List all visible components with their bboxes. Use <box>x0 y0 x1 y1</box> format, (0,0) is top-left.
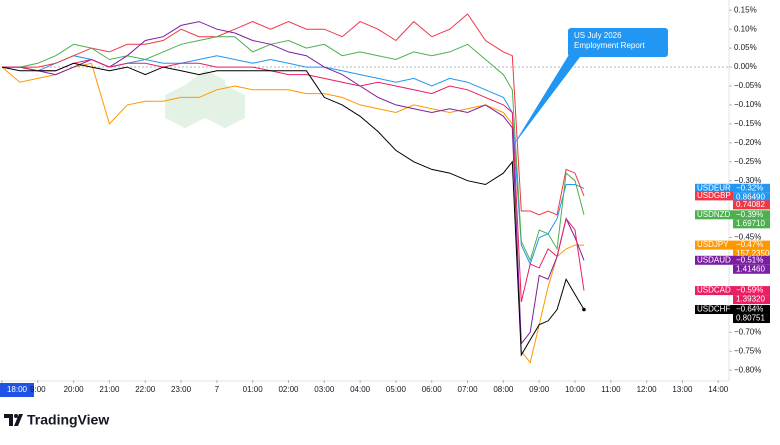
x-tick-label: 7 <box>215 385 220 394</box>
x-tick-label: 10:00 <box>565 385 586 394</box>
badge-name-bg <box>695 210 733 220</box>
x-tick-label: 06:00 <box>422 385 443 394</box>
x-tick-label: 07:00 <box>458 385 479 394</box>
series-line <box>2 58 585 303</box>
y-tick-label: −0.45% <box>734 233 761 242</box>
x-tick-label: 12:00 <box>637 385 658 394</box>
badge-name: USDCHF <box>697 305 730 314</box>
y-tick-label: 0.10% <box>734 24 757 33</box>
x-tick-label: 08:00 <box>493 385 514 394</box>
series-line <box>1 62 584 364</box>
badge-change-bg <box>733 240 770 250</box>
badge-name-bg <box>695 191 733 201</box>
badge-price: 1.41460 <box>736 264 765 273</box>
logo: TradingView <box>4 412 109 428</box>
badge-name-bg <box>695 255 733 265</box>
annotation-text: US July 2026 <box>574 31 622 40</box>
x-tick-label: 23:00 <box>171 385 192 394</box>
series-line <box>1 62 585 357</box>
y-tick-label: 0.15% <box>734 5 757 14</box>
series-line <box>2 36 585 262</box>
y-tick-label: 0.05% <box>734 43 757 52</box>
y-tick-label: −0.20% <box>734 138 761 147</box>
badge-price-bg <box>733 314 770 324</box>
x-tick-label: 13:00 <box>672 385 693 394</box>
last-point <box>582 307 586 312</box>
badge-change-bg <box>733 305 770 315</box>
annotation-pointer <box>512 53 580 147</box>
x-tick-label: 09:00 <box>529 385 550 394</box>
logo-text: TradingView <box>27 412 109 428</box>
y-tick-label: −0.15% <box>734 119 761 128</box>
badge-change-bg <box>733 255 770 265</box>
x-tick-label: 14:00 <box>708 385 729 394</box>
badge-change-bg <box>733 286 770 296</box>
badge-price-bg <box>733 295 770 305</box>
badge-price-bg <box>733 264 770 274</box>
badge-price-bg <box>733 192 770 202</box>
y-tick-label: −0.10% <box>734 100 761 109</box>
badge-price: 1.39320 <box>736 295 765 304</box>
annotation-box <box>568 28 668 57</box>
badge-change: −0.59% <box>736 286 763 295</box>
x-tick-highlight <box>0 383 34 397</box>
y-tick-label: −0.80% <box>734 365 761 374</box>
x-tick-label: 20:00 <box>64 385 85 394</box>
x-tick-label: 18:00 <box>7 385 28 394</box>
x-tick-label: 01:00 <box>243 385 264 394</box>
x-tick-label: 21:00 <box>99 385 120 394</box>
badge-name-bg <box>695 240 733 250</box>
badge-name: USDAUD <box>697 255 731 264</box>
badge-change: −0.32% <box>736 183 763 192</box>
y-tick-label: −0.70% <box>734 327 761 336</box>
badge-name: USDCAD <box>697 286 731 295</box>
series-line <box>2 21 585 345</box>
badge-change: −0.51% <box>736 255 763 264</box>
badge-price-bg <box>733 200 770 210</box>
x-tick-label: 04:00 <box>350 385 371 394</box>
x-tick-label: 9:00 <box>30 385 46 394</box>
badge-price: 0.80751 <box>736 314 765 323</box>
badge-price-bg <box>733 249 770 259</box>
badge-price: 0.86490 <box>736 192 765 201</box>
badge-change-bg <box>733 210 770 220</box>
y-tick-label: −0.30% <box>734 176 761 185</box>
badge-name: USDNZD <box>697 210 731 219</box>
badge-name-bg <box>695 305 733 315</box>
badge-name: USDEUR <box>697 183 731 192</box>
y-tick-label: −0.75% <box>734 346 761 355</box>
badge-price: 0.74082 <box>736 200 765 209</box>
x-tick-label: 03:00 <box>314 385 335 394</box>
x-tick-label: 11:00 <box>601 385 621 394</box>
y-tick-label: 0.00% <box>734 62 757 71</box>
badge-name: USDGBP <box>697 191 731 200</box>
badge-price: 157.23500 <box>736 249 774 258</box>
badge-change: −0.64% <box>736 305 763 314</box>
badge-name-bg <box>695 286 733 296</box>
badge-name: USDJPY <box>697 240 729 249</box>
x-tick-label: 05:00 <box>386 385 407 394</box>
annotation-text: Employment Report <box>574 41 645 50</box>
y-tick-label: −0.05% <box>734 81 761 90</box>
badge-price: 1.69710 <box>736 219 765 228</box>
watermark <box>165 70 245 128</box>
x-tick-label: 02:00 <box>278 385 299 394</box>
badge-change: −0.47% <box>736 240 763 249</box>
badge-name-bg <box>695 183 733 193</box>
badge-price-bg <box>733 219 770 229</box>
y-tick-label: −0.25% <box>734 157 761 166</box>
badge-change-bg <box>733 183 770 193</box>
x-tick-label: 22:00 <box>135 385 156 394</box>
badge-change: −0.39% <box>736 210 763 219</box>
series-line <box>2 13 585 216</box>
